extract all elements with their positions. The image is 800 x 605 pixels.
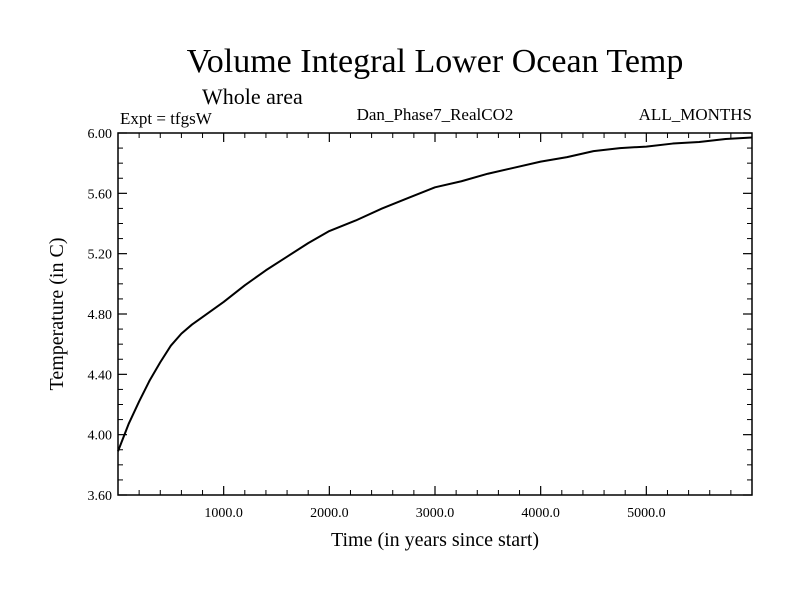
y-tick-label: 5.20 bbox=[88, 248, 113, 263]
run-label: Dan_Phase7_RealCO2 bbox=[357, 105, 514, 124]
x-tick-label: 3000.0 bbox=[416, 506, 455, 521]
series-line-tfgsW bbox=[117, 136, 753, 452]
y-axis-tick-labels: 3.60 4.00 4.40 4.80 5.20 5.60 6.00 bbox=[88, 127, 113, 504]
y-tick-label: 5.60 bbox=[88, 187, 113, 202]
y-tick-label: 4.00 bbox=[88, 429, 113, 444]
experiment-label: Expt = tfgsW bbox=[120, 109, 213, 128]
chart-subtitle: Whole area bbox=[202, 84, 303, 109]
y-tick-label: 4.40 bbox=[88, 368, 113, 383]
x-tick-label: 2000.0 bbox=[310, 506, 349, 521]
x-tick-label: 1000.0 bbox=[204, 506, 243, 521]
x-tick-label: 4000.0 bbox=[521, 506, 560, 521]
y-axis-label: Temperature (in C) bbox=[46, 238, 68, 391]
x-axis-label: Time (in years since start) bbox=[331, 529, 539, 551]
period-label: ALL_MONTHS bbox=[639, 105, 752, 124]
y-tick-label: 6.00 bbox=[88, 127, 113, 142]
x-axis-ticks bbox=[138, 133, 732, 495]
x-axis-tick-labels: 1000.0 2000.0 3000.0 4000.0 5000.0 bbox=[204, 506, 665, 521]
y-tick-label: 3.60 bbox=[88, 489, 113, 504]
plot-frame bbox=[117, 132, 753, 496]
chart-title: Volume Integral Lower Ocean Temp bbox=[187, 43, 684, 80]
y-tick-label: 4.80 bbox=[88, 308, 113, 323]
x-tick-label: 5000.0 bbox=[627, 506, 666, 521]
